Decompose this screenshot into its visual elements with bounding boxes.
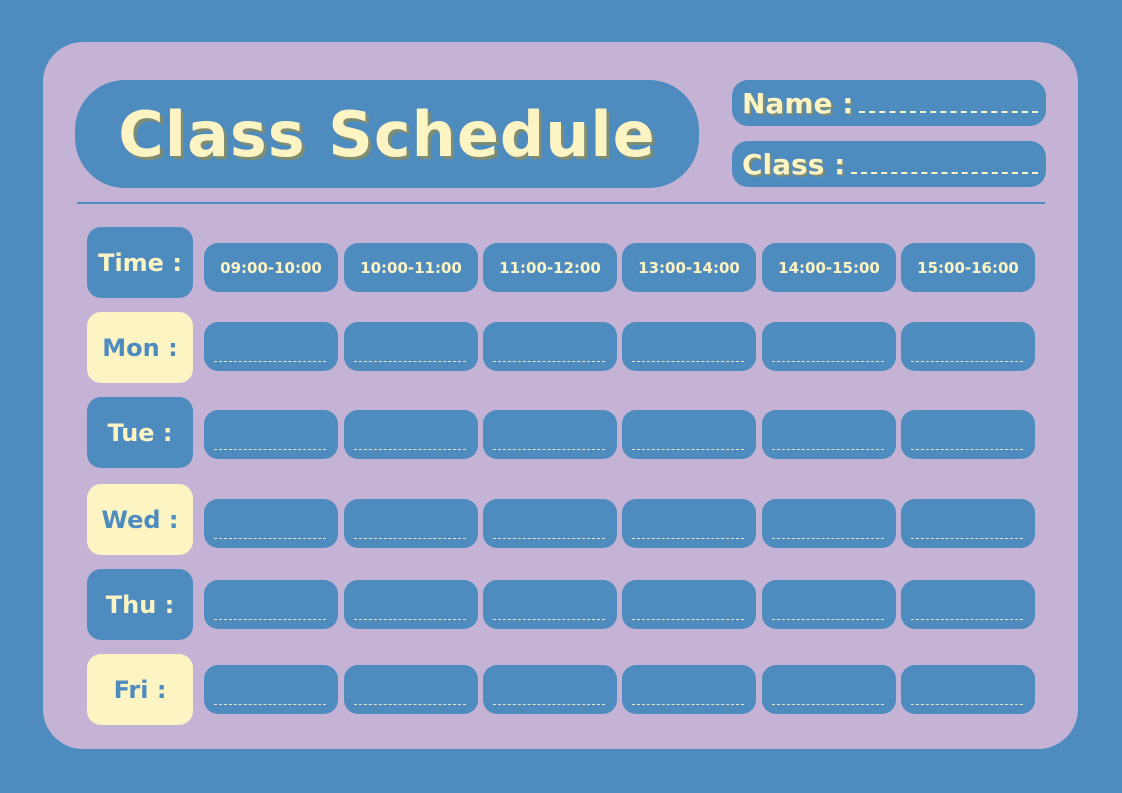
schedule-cell[interactable] <box>483 322 617 371</box>
schedule-cell[interactable] <box>901 410 1035 459</box>
schedule-cell[interactable] <box>483 580 617 629</box>
class-input-line[interactable] <box>851 172 1038 174</box>
schedule-cell[interactable] <box>204 580 338 629</box>
cell-writing-line <box>632 619 744 620</box>
schedule-cell[interactable] <box>622 322 756 371</box>
time-slot-header: 09:00-10:00 <box>204 243 338 292</box>
cell-writing-line <box>772 619 884 620</box>
schedule-cell[interactable] <box>762 580 896 629</box>
cell-writing-line <box>632 361 744 362</box>
day-label: Fri : <box>87 654 193 725</box>
day-label: Tue : <box>87 397 193 468</box>
cell-writing-line <box>493 361 605 362</box>
schedule-cell[interactable] <box>344 322 478 371</box>
schedule-cell[interactable] <box>483 499 617 548</box>
day-label: Thu : <box>87 569 193 640</box>
schedule-cell[interactable] <box>204 322 338 371</box>
time-slot-header: 14:00-15:00 <box>762 243 896 292</box>
cell-writing-line <box>632 449 744 450</box>
schedule-cell[interactable] <box>483 665 617 714</box>
cell-writing-line <box>772 449 884 450</box>
schedule-cell[interactable] <box>204 665 338 714</box>
divider <box>77 202 1045 204</box>
schedule-cell[interactable] <box>204 410 338 459</box>
cell-writing-line <box>354 619 466 620</box>
schedule-cell[interactable] <box>901 665 1035 714</box>
cell-writing-line <box>911 538 1023 539</box>
cell-writing-line <box>214 538 326 539</box>
time-slot-header: 15:00-16:00 <box>901 243 1035 292</box>
cell-writing-line <box>911 449 1023 450</box>
class-label: Class : <box>742 147 846 181</box>
schedule-cell[interactable] <box>622 499 756 548</box>
schedule-cell[interactable] <box>622 580 756 629</box>
cell-writing-line <box>354 361 466 362</box>
cell-writing-line <box>911 619 1023 620</box>
cell-writing-line <box>911 361 1023 362</box>
cell-writing-line <box>772 361 884 362</box>
page-title: Class Schedule <box>118 97 656 171</box>
cell-writing-line <box>493 449 605 450</box>
cell-writing-line <box>772 538 884 539</box>
cell-writing-line <box>214 704 326 705</box>
schedule-cell[interactable] <box>762 410 896 459</box>
cell-writing-line <box>632 704 744 705</box>
cell-writing-line <box>493 704 605 705</box>
cell-writing-line <box>632 538 744 539</box>
cell-writing-line <box>772 704 884 705</box>
cell-writing-line <box>911 704 1023 705</box>
day-label: Mon : <box>87 312 193 383</box>
day-label: Wed : <box>87 484 193 555</box>
schedule-cell[interactable] <box>762 322 896 371</box>
time-slot-header: 13:00-14:00 <box>622 243 756 292</box>
name-label: Name : <box>742 86 854 120</box>
schedule-cell[interactable] <box>762 499 896 548</box>
schedule-cell[interactable] <box>344 499 478 548</box>
time-slot-header: 10:00-11:00 <box>344 243 478 292</box>
class-field[interactable]: Class : <box>732 141 1046 187</box>
cell-writing-line <box>214 619 326 620</box>
schedule-cell[interactable] <box>901 580 1035 629</box>
time-slot-header: 11:00-12:00 <box>483 243 617 292</box>
schedule-cell[interactable] <box>344 410 478 459</box>
schedule-cell[interactable] <box>344 580 478 629</box>
schedule-cell[interactable] <box>901 322 1035 371</box>
name-field[interactable]: Name : <box>732 80 1046 126</box>
schedule-cell[interactable] <box>483 410 617 459</box>
schedule-cell[interactable] <box>762 665 896 714</box>
schedule-cell[interactable] <box>901 499 1035 548</box>
schedule-cell[interactable] <box>622 410 756 459</box>
cell-writing-line <box>214 361 326 362</box>
cell-writing-line <box>493 619 605 620</box>
time-header: Time : <box>87 227 193 298</box>
cell-writing-line <box>354 449 466 450</box>
schedule-cell[interactable] <box>204 499 338 548</box>
schedule-cell[interactable] <box>622 665 756 714</box>
name-input-line[interactable] <box>859 111 1038 113</box>
cell-writing-line <box>214 449 326 450</box>
cell-writing-line <box>493 538 605 539</box>
cell-writing-line <box>354 704 466 705</box>
schedule-cell[interactable] <box>344 665 478 714</box>
cell-writing-line <box>354 538 466 539</box>
title-banner: Class Schedule <box>75 80 699 188</box>
